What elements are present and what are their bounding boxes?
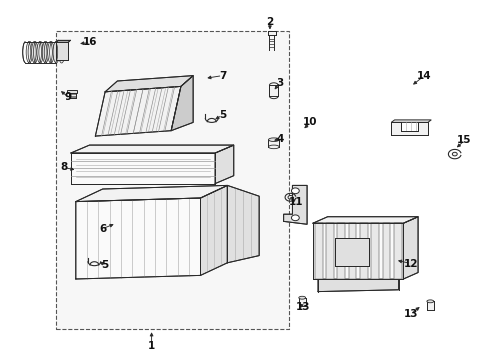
Circle shape bbox=[287, 195, 292, 199]
Ellipse shape bbox=[26, 41, 32, 63]
Polygon shape bbox=[76, 185, 227, 202]
Polygon shape bbox=[71, 153, 215, 184]
Ellipse shape bbox=[42, 41, 49, 63]
Polygon shape bbox=[382, 223, 389, 279]
Polygon shape bbox=[298, 298, 305, 306]
Circle shape bbox=[291, 188, 299, 194]
Circle shape bbox=[291, 215, 299, 221]
Polygon shape bbox=[76, 198, 200, 279]
Polygon shape bbox=[56, 40, 70, 42]
Polygon shape bbox=[390, 122, 427, 135]
Ellipse shape bbox=[31, 41, 38, 63]
Polygon shape bbox=[325, 223, 333, 279]
Ellipse shape bbox=[298, 296, 305, 299]
Text: 6: 6 bbox=[99, 224, 106, 234]
Polygon shape bbox=[403, 217, 417, 279]
Text: 5: 5 bbox=[102, 260, 108, 270]
Text: 10: 10 bbox=[303, 117, 317, 127]
Polygon shape bbox=[95, 86, 181, 136]
Text: 12: 12 bbox=[403, 258, 417, 269]
Text: 3: 3 bbox=[276, 78, 283, 88]
Text: 4: 4 bbox=[275, 134, 283, 144]
Polygon shape bbox=[67, 90, 77, 93]
Polygon shape bbox=[359, 223, 367, 279]
Text: 15: 15 bbox=[456, 135, 471, 145]
Polygon shape bbox=[69, 93, 76, 98]
Text: 7: 7 bbox=[218, 71, 226, 81]
Ellipse shape bbox=[53, 41, 60, 63]
Polygon shape bbox=[56, 42, 68, 60]
Text: 5: 5 bbox=[219, 110, 225, 120]
Ellipse shape bbox=[268, 138, 279, 141]
Polygon shape bbox=[267, 31, 275, 35]
Polygon shape bbox=[171, 76, 193, 131]
Text: 13: 13 bbox=[295, 302, 310, 312]
Ellipse shape bbox=[426, 300, 433, 303]
Ellipse shape bbox=[59, 41, 64, 63]
Polygon shape bbox=[200, 185, 227, 275]
Text: 11: 11 bbox=[288, 197, 303, 207]
Ellipse shape bbox=[268, 145, 279, 149]
Bar bbox=[56, 31, 288, 329]
Polygon shape bbox=[317, 279, 398, 292]
Polygon shape bbox=[314, 223, 322, 279]
Polygon shape bbox=[426, 301, 433, 310]
Text: 9: 9 bbox=[65, 92, 72, 102]
Ellipse shape bbox=[48, 41, 54, 63]
Polygon shape bbox=[334, 238, 368, 266]
Polygon shape bbox=[312, 217, 417, 223]
Polygon shape bbox=[105, 76, 193, 92]
Polygon shape bbox=[227, 185, 259, 263]
Text: 8: 8 bbox=[60, 162, 67, 172]
Polygon shape bbox=[390, 120, 430, 122]
Polygon shape bbox=[370, 223, 378, 279]
Circle shape bbox=[451, 152, 456, 156]
Ellipse shape bbox=[37, 41, 43, 63]
Polygon shape bbox=[269, 85, 278, 96]
Polygon shape bbox=[215, 145, 233, 184]
Polygon shape bbox=[393, 223, 401, 279]
Polygon shape bbox=[283, 185, 306, 224]
Polygon shape bbox=[312, 223, 403, 279]
Text: 13: 13 bbox=[403, 309, 417, 319]
Polygon shape bbox=[337, 223, 345, 279]
Text: 16: 16 bbox=[83, 37, 98, 48]
Polygon shape bbox=[71, 145, 233, 153]
Text: 14: 14 bbox=[416, 71, 431, 81]
Polygon shape bbox=[348, 223, 356, 279]
Text: 2: 2 bbox=[266, 17, 273, 27]
Polygon shape bbox=[268, 140, 279, 147]
Text: 1: 1 bbox=[148, 341, 155, 351]
